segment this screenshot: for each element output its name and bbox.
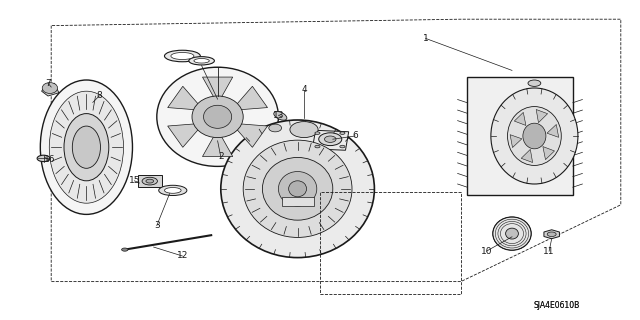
Text: 3: 3 <box>154 221 159 230</box>
Polygon shape <box>42 83 59 96</box>
Polygon shape <box>515 112 526 125</box>
Ellipse shape <box>164 188 181 193</box>
Polygon shape <box>544 230 559 239</box>
Ellipse shape <box>40 80 132 214</box>
Circle shape <box>340 145 345 148</box>
Ellipse shape <box>491 88 578 184</box>
Circle shape <box>547 232 556 236</box>
Circle shape <box>122 248 128 251</box>
Polygon shape <box>168 123 204 147</box>
Polygon shape <box>232 86 268 110</box>
Ellipse shape <box>289 181 307 197</box>
Polygon shape <box>521 149 532 163</box>
Polygon shape <box>202 77 233 104</box>
Ellipse shape <box>278 172 317 206</box>
Circle shape <box>528 80 541 86</box>
Polygon shape <box>510 135 522 148</box>
Ellipse shape <box>243 140 352 237</box>
Circle shape <box>315 145 320 148</box>
Circle shape <box>146 179 154 183</box>
Ellipse shape <box>269 124 282 132</box>
Polygon shape <box>536 109 548 123</box>
Polygon shape <box>547 124 559 137</box>
Text: 2: 2 <box>218 152 223 161</box>
Ellipse shape <box>72 126 100 168</box>
Polygon shape <box>543 147 554 160</box>
Text: 11: 11 <box>543 247 555 256</box>
Ellipse shape <box>42 83 58 93</box>
Polygon shape <box>202 130 233 156</box>
Text: 13: 13 <box>273 111 284 120</box>
Text: SJA4E0610B: SJA4E0610B <box>534 301 580 310</box>
Bar <box>320 192 461 294</box>
Text: 8: 8 <box>97 92 102 100</box>
Circle shape <box>340 132 345 134</box>
Ellipse shape <box>319 133 342 146</box>
Text: 12: 12 <box>177 252 188 260</box>
Polygon shape <box>232 123 268 147</box>
Bar <box>467 77 573 195</box>
Bar <box>312 130 349 150</box>
Ellipse shape <box>508 107 561 165</box>
Ellipse shape <box>204 105 232 128</box>
Bar <box>282 197 314 206</box>
Ellipse shape <box>506 228 518 239</box>
Ellipse shape <box>192 96 243 138</box>
Text: 4: 4 <box>301 85 307 94</box>
Ellipse shape <box>64 114 109 181</box>
Ellipse shape <box>274 111 287 120</box>
Ellipse shape <box>189 57 214 65</box>
Circle shape <box>37 155 50 162</box>
Ellipse shape <box>262 157 333 220</box>
Ellipse shape <box>194 59 209 63</box>
Bar <box>138 175 162 187</box>
Ellipse shape <box>290 122 318 138</box>
Text: 7: 7 <box>45 79 51 88</box>
Ellipse shape <box>221 120 374 258</box>
Text: E-6: E-6 <box>321 189 348 198</box>
Ellipse shape <box>164 50 200 62</box>
Ellipse shape <box>523 123 546 149</box>
Circle shape <box>142 177 157 185</box>
Text: 15: 15 <box>129 176 140 185</box>
Text: SJA4E0610B: SJA4E0610B <box>534 301 580 310</box>
Ellipse shape <box>324 136 336 142</box>
Text: 10: 10 <box>481 247 492 256</box>
Text: 16: 16 <box>44 156 55 164</box>
Polygon shape <box>168 86 204 110</box>
Ellipse shape <box>171 52 194 60</box>
Ellipse shape <box>493 217 531 250</box>
Text: 6: 6 <box>353 132 358 140</box>
Ellipse shape <box>159 185 187 196</box>
Circle shape <box>315 132 320 134</box>
Text: 1: 1 <box>423 34 428 43</box>
Ellipse shape <box>49 91 124 203</box>
Ellipse shape <box>157 67 278 166</box>
